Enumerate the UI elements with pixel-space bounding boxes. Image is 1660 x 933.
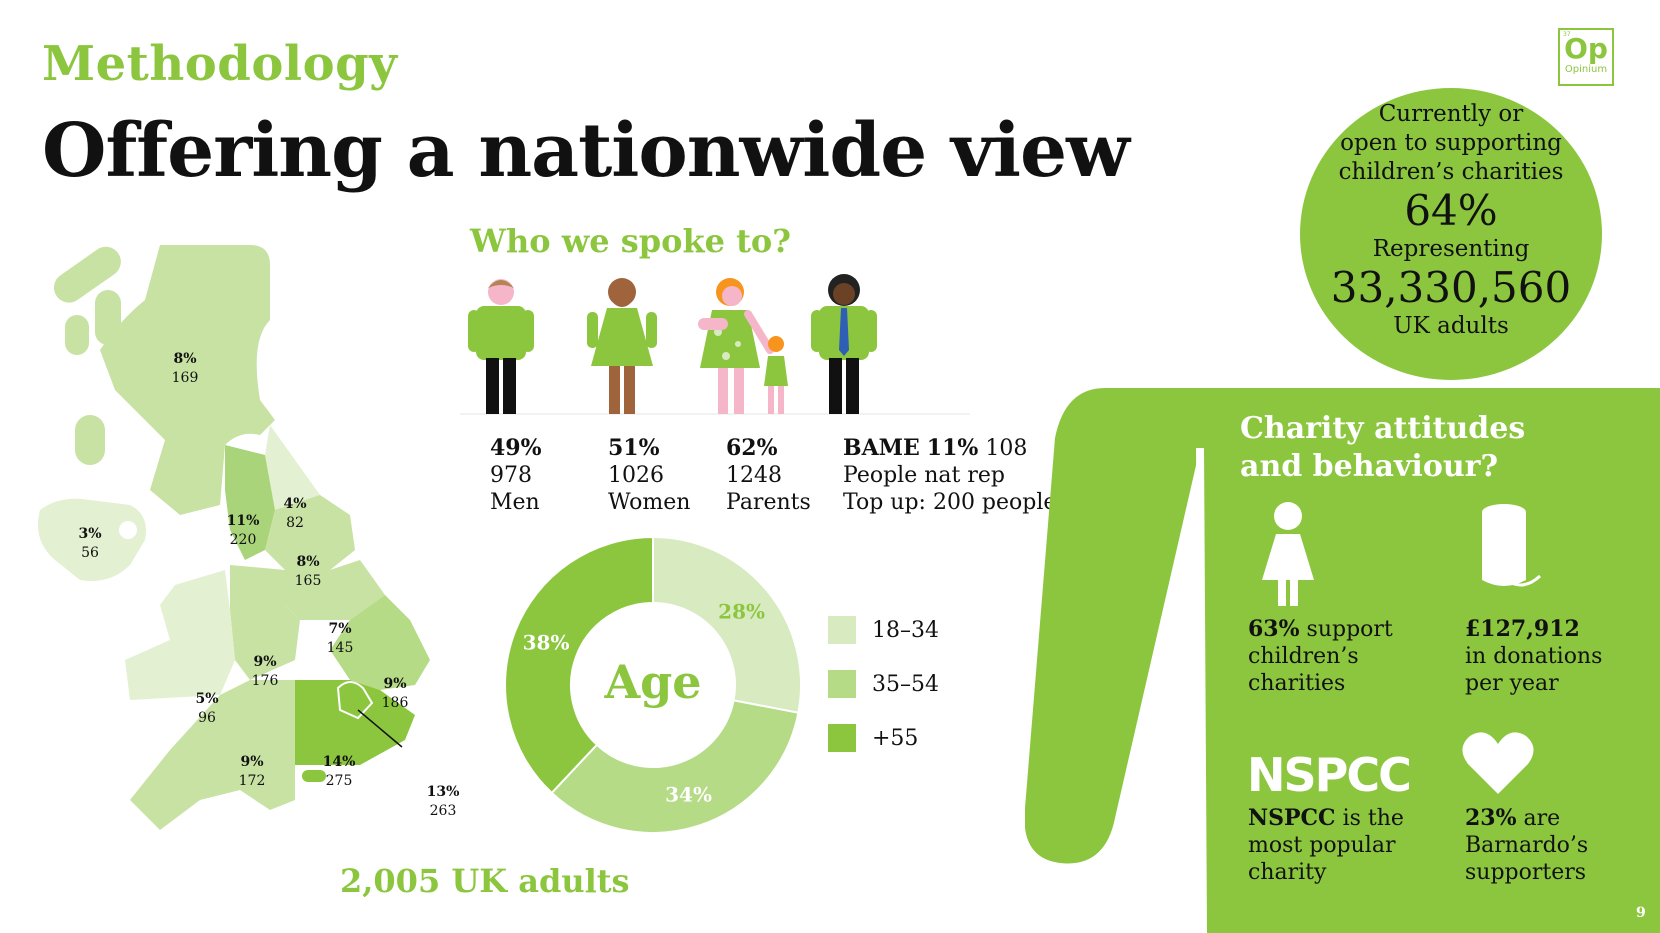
parents-label: Parents: [726, 490, 811, 515]
legend-swatch: [828, 724, 856, 752]
region-label-scotland: 8% 169: [171, 351, 199, 386]
sample-size-total: 2,005 UK adults: [340, 862, 630, 900]
region-label-north-east: 4% 82: [283, 496, 307, 531]
legend-label: 18–34: [872, 617, 939, 643]
logo-mark: Op: [1564, 32, 1608, 65]
age-center-label: Age: [603, 655, 701, 709]
men-label: Men: [490, 490, 540, 515]
logo-name: Opinium: [1564, 64, 1608, 75]
bame-prefix: BAME: [843, 435, 920, 461]
woman-figure-icon: [587, 278, 657, 414]
child-silhouette-icon: [1262, 502, 1314, 606]
man-figure-icon: [468, 279, 534, 414]
legend-item-18-34: 18–34: [828, 616, 939, 644]
region-label-south-east: 14% 275: [322, 754, 356, 789]
region-label-west-midlands: 9% 176: [251, 654, 279, 689]
charity-panel-title: Charity attitudes and behaviour?: [1240, 410, 1525, 486]
summary-representing: Representing: [1372, 236, 1530, 262]
summary-circle: Currently or open to supporting children…: [1300, 88, 1602, 380]
summary-line-3: children’s charities: [1338, 159, 1564, 185]
donut-slice-1: [652, 535, 802, 714]
region-label-yorkshire: 8% 165: [294, 554, 322, 589]
age-donut-chart: 28% 34% 38% Age: [504, 535, 802, 834]
stat-nspcc-popular: NSPCC is the most popular charity: [1248, 805, 1404, 885]
bame-pct: 11%: [926, 435, 979, 461]
donut-slice-3: [504, 535, 654, 795]
charity-title-line-2: and behaviour?: [1240, 449, 1499, 484]
legend-item-55-plus: +55: [828, 724, 939, 752]
legend-label: 35–54: [872, 671, 939, 697]
legend-swatch: [828, 616, 856, 644]
opinium-logo: 37 Op Opinium: [1558, 28, 1614, 86]
parents-pct: 62%: [726, 435, 778, 461]
page-number: 9: [1636, 905, 1646, 921]
region-label-east-of-england: 9% 186: [381, 676, 409, 711]
donut-label-1: 28%: [718, 600, 765, 624]
age-legend: 18–34 35–54 +55: [828, 616, 939, 752]
region-label-north-west: 11% 220: [226, 513, 260, 548]
stat-women: 51% 1026 Women: [608, 435, 690, 516]
bame-line3: Top up: 200 people: [843, 490, 1057, 515]
donut-label-2: 34%: [665, 782, 712, 806]
bame-line2: People nat rep: [843, 463, 1005, 488]
stat-barnardos: 23% are Barnardo’s supporters: [1465, 805, 1589, 885]
collection-tin-icon: [1482, 504, 1542, 587]
who-heading: Who we spoke to?: [470, 222, 792, 260]
page-title: Offering a nationwide view: [42, 108, 1130, 194]
parent-child-icon: [698, 278, 788, 414]
donut-label-3: 38%: [523, 631, 570, 655]
legend-item-35-54: 35–54: [828, 670, 939, 698]
summary-line-2: open to supporting: [1340, 130, 1562, 156]
region-label-east-midlands: 7% 145: [326, 621, 354, 656]
section-kicker: Methodology: [42, 36, 398, 92]
legend-swatch: [828, 670, 856, 698]
charity-title-line-1: Charity attitudes: [1240, 411, 1526, 446]
summary-unit: UK adults: [1393, 313, 1509, 339]
nspcc-logo: NSPCC: [1247, 748, 1412, 802]
stat-men: 49% 978 Men: [490, 435, 542, 516]
summary-percent: 64%: [1404, 186, 1498, 235]
region-label-south-west: 9% 172: [238, 754, 266, 789]
parents-count: 1248: [726, 463, 782, 488]
donut-slice-2: [550, 699, 800, 834]
region-label-wales: 5% 96: [195, 691, 219, 726]
bame-count: 108: [985, 436, 1028, 461]
stat-bame: BAME 11% 108 People nat rep Top up: 200 …: [843, 435, 1056, 516]
region-label-northern-ireland: 3% 56: [78, 526, 102, 561]
summary-line-1: Currently or: [1378, 101, 1524, 127]
legend-label: +55: [872, 725, 919, 751]
men-count: 978: [490, 463, 532, 488]
region-label-london: 13% 263: [426, 784, 460, 819]
stat-donations: £127,912 in donations per year: [1465, 616, 1603, 696]
women-label: Women: [608, 490, 691, 515]
stat-support-childrens-charities: 63% support children’s charities: [1248, 616, 1393, 696]
women-pct: 51%: [608, 435, 660, 461]
summary-count: 33,330,560: [1330, 263, 1572, 312]
stat-parents: 62% 1248 Parents: [726, 435, 811, 516]
heart-icon: [1462, 732, 1534, 794]
logo-superscript: 37: [1563, 31, 1571, 38]
people-figures: [460, 274, 970, 415]
bame-man-figure-icon: [811, 274, 877, 414]
uk-regions-map: [37, 245, 430, 830]
women-count: 1026: [608, 463, 664, 488]
men-pct: 49%: [490, 435, 542, 461]
